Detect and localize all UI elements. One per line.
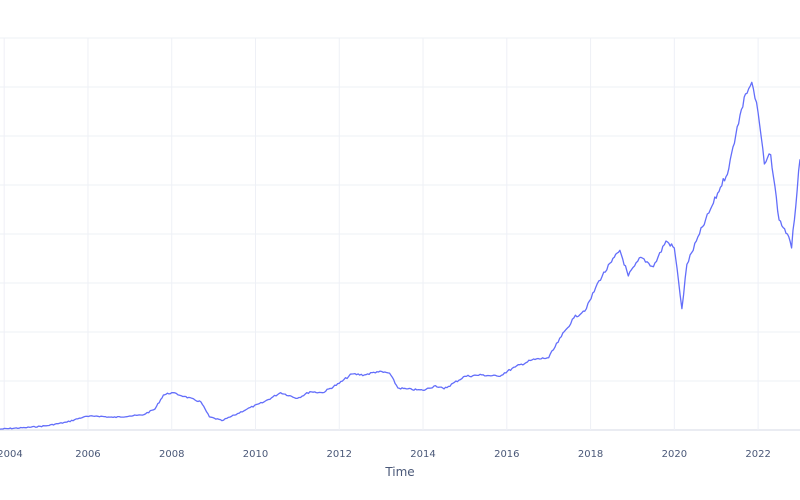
x-axis-title: Time	[384, 465, 414, 479]
x-tick-labels: 2004 2006 2008 2010 2012 2014 2016 2018 2020 2022	[0, 449, 771, 460]
x-tick-label: 2012	[327, 449, 352, 460]
series-line	[0, 81, 800, 430]
x-tick-label: 2014	[410, 449, 435, 460]
x-tick-label: 2008	[159, 449, 184, 460]
series-lines	[0, 81, 800, 430]
x-tick-label: 2016	[494, 449, 519, 460]
grid-lines	[0, 37, 800, 431]
x-tick-label: 2018	[578, 449, 603, 460]
x-tick-label: 2022	[745, 449, 770, 460]
x-tick-label: 2010	[243, 449, 268, 460]
x-tick-label: 2006	[75, 449, 100, 460]
x-tick-label: 2020	[662, 449, 687, 460]
x-tick-label: 2004	[0, 449, 23, 460]
